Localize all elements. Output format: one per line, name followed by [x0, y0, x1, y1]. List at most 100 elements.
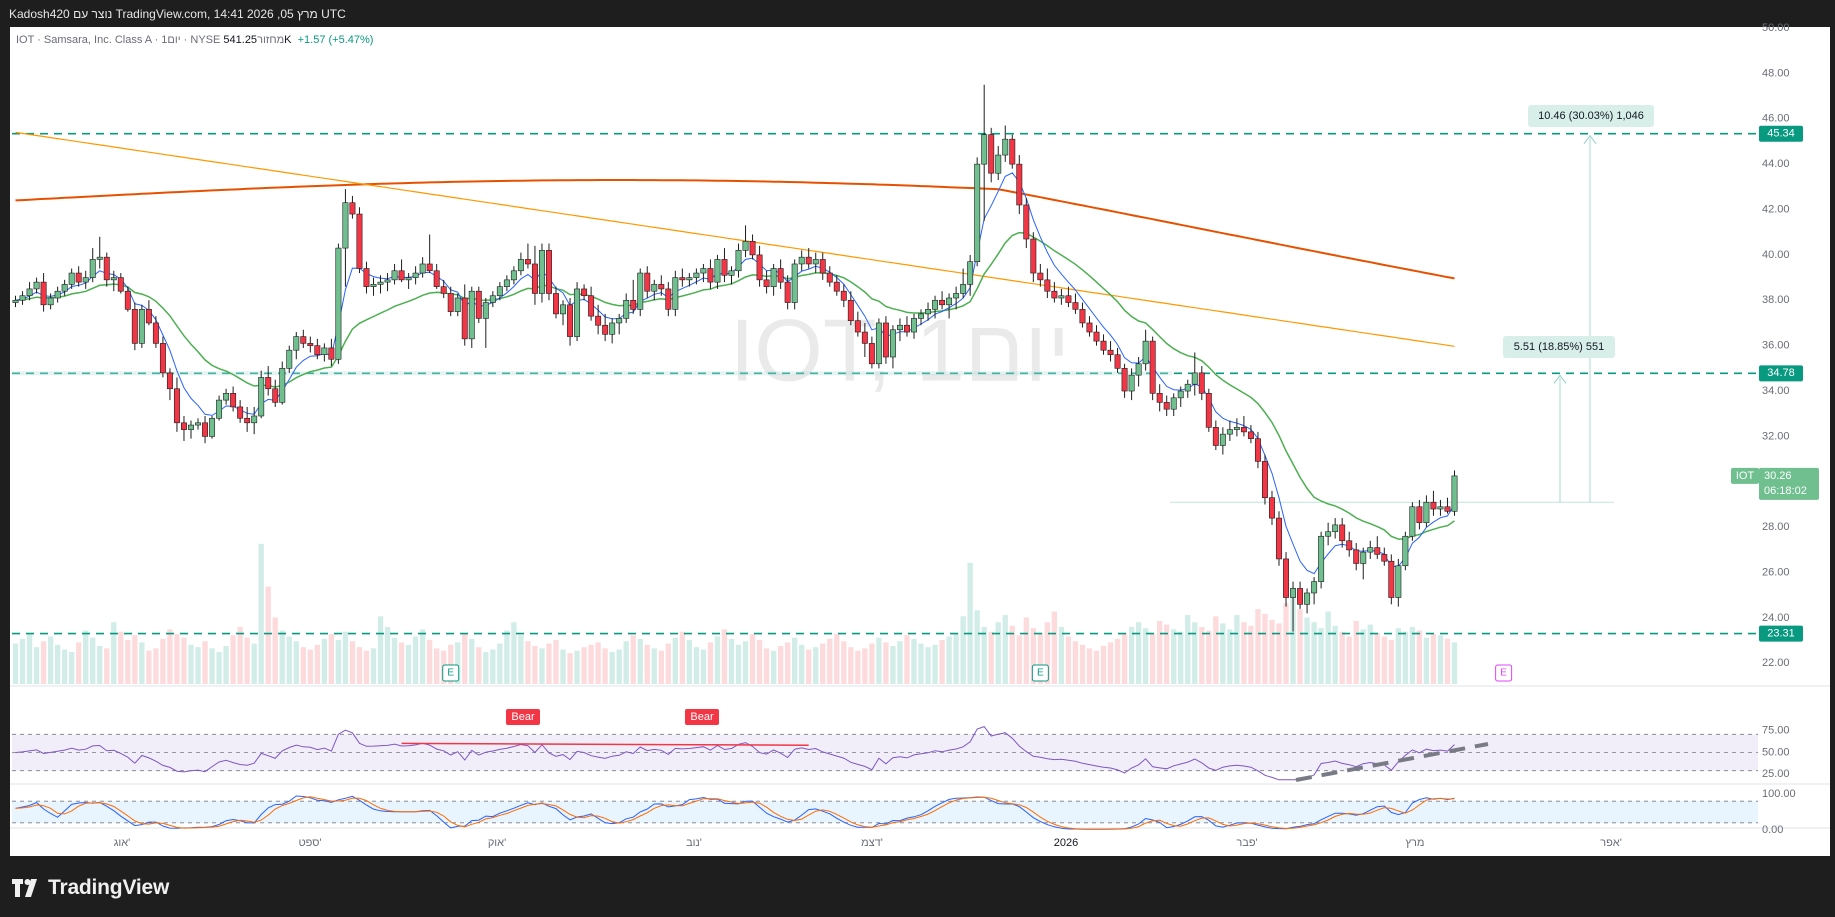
volume-bar	[1164, 624, 1170, 684]
candle-body	[1079, 309, 1086, 324]
volume-bar	[946, 636, 952, 684]
volume-bar	[672, 637, 679, 684]
y-tick-label: 50.00	[1762, 22, 1790, 34]
volume-bar	[12, 643, 19, 684]
candle-body	[47, 297, 54, 306]
candle-body	[854, 320, 861, 333]
volume-bar	[728, 638, 735, 684]
candle-body	[181, 422, 187, 430]
candle-body	[609, 322, 616, 335]
candle-body	[735, 250, 742, 272]
volume-bar	[539, 648, 545, 684]
candle-body	[812, 259, 819, 265]
candle-body	[791, 263, 798, 303]
volume-bar	[1360, 629, 1366, 684]
candle-body	[489, 295, 496, 303]
candle-body	[1353, 549, 1360, 564]
volume-bar	[791, 637, 798, 684]
volume-bar	[925, 647, 931, 684]
candle-body	[1205, 393, 1212, 428]
volume-bar	[405, 644, 412, 684]
volume-bar	[391, 637, 398, 684]
volume-bar	[1255, 609, 1261, 684]
candle-body	[1381, 554, 1388, 562]
candle-body	[1058, 295, 1065, 299]
level-label: 23.31	[1767, 627, 1795, 639]
y-tick-label: 42.00	[1762, 203, 1790, 215]
volume-bar	[1206, 630, 1212, 684]
bear-badge	[685, 709, 719, 725]
volume-bar	[1072, 641, 1079, 684]
volume-bar	[370, 648, 377, 684]
candle-body	[159, 343, 166, 374]
volume-bar	[1423, 637, 1430, 684]
candle-body	[1149, 340, 1156, 394]
ma-100-line	[15, 131, 1455, 347]
candle-body	[26, 288, 33, 297]
candle-body	[665, 288, 672, 310]
level-zone	[12, 371, 1172, 376]
chart-frame	[10, 27, 1830, 856]
candle-body	[742, 240, 749, 251]
volume-bar	[1128, 626, 1135, 684]
volume-bar	[476, 647, 482, 684]
volume-bar	[574, 650, 580, 684]
candle-body	[756, 254, 763, 281]
volume-bar	[820, 643, 826, 684]
candle-body	[19, 295, 26, 301]
candle-body	[574, 288, 581, 337]
candle-body	[244, 417, 251, 424]
candle-body	[1332, 524, 1339, 533]
candle-body	[595, 315, 602, 326]
volume-bar	[869, 643, 875, 684]
candle-body	[145, 309, 152, 324]
candle-body	[1233, 427, 1240, 430]
volume-bar	[412, 636, 419, 684]
volume-bar	[97, 645, 103, 684]
candle-body	[911, 318, 917, 333]
tradingview-logo[interactable]: TradingView	[12, 874, 169, 902]
volume-bar	[567, 653, 573, 684]
candle-body	[1065, 295, 1072, 303]
candle-body	[110, 277, 117, 281]
volume-bar	[1353, 621, 1359, 684]
candle-body	[1276, 517, 1282, 560]
earnings-marker	[1495, 664, 1513, 682]
volume-bar	[679, 631, 686, 684]
volume-bar	[1332, 625, 1338, 684]
volume-bar	[658, 650, 664, 684]
candle-body	[279, 368, 286, 403]
candle-body	[644, 272, 651, 292]
candle-body	[1177, 390, 1184, 399]
candle-body	[805, 256, 812, 265]
volume-bar	[834, 634, 840, 684]
volume-bar	[967, 562, 973, 684]
candle-body	[658, 284, 665, 290]
volume-bar	[104, 648, 110, 684]
volume-bar	[1374, 632, 1380, 684]
measure-box	[1528, 105, 1654, 127]
volume-bar	[300, 647, 306, 684]
volume-bar	[321, 638, 328, 684]
volume-bar	[1430, 634, 1437, 684]
volume-bar	[904, 635, 910, 684]
volume-bar	[1135, 622, 1142, 684]
rsi-tick-label: 50.00	[1762, 746, 1790, 758]
volume-bar	[244, 637, 250, 684]
candle-body	[1367, 547, 1374, 553]
candle-body	[475, 290, 482, 319]
candle-body	[307, 343, 314, 346]
volume-bar	[862, 648, 868, 684]
candle-body	[117, 277, 124, 292]
candle-body	[777, 268, 784, 283]
volume-bar	[258, 543, 264, 684]
volume-bar	[1178, 631, 1184, 684]
volume-bar	[1262, 613, 1268, 684]
volume-bar	[26, 634, 33, 684]
volume-bar	[609, 651, 615, 684]
candle-body	[124, 290, 131, 310]
candle-body	[131, 309, 138, 344]
volume-bar	[1241, 622, 1247, 684]
price-value: 30.26	[1764, 470, 1792, 482]
